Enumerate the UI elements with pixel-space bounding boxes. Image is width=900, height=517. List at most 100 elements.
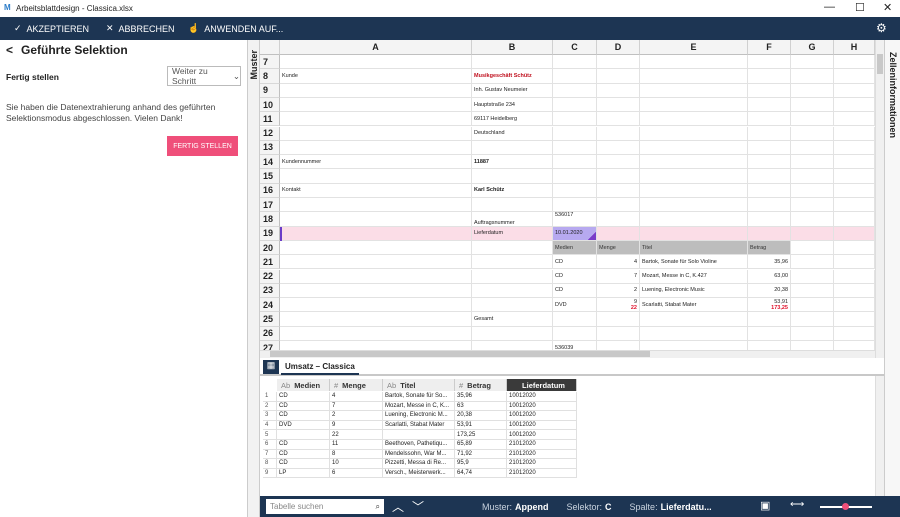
- type-icon: #: [334, 380, 339, 390]
- table-column-header[interactable]: Lieferdatum: [507, 379, 577, 391]
- cell: [553, 97, 597, 113]
- sheet-tab-bar: ▦ Umsatz – Classica: [260, 358, 884, 376]
- table-cell: 71,92: [455, 449, 507, 460]
- row-header: 11: [260, 112, 280, 127]
- fit-icon[interactable]: ⟷: [790, 499, 805, 510]
- apply-button[interactable]: ☝ ANWENDEN AUF...: [188, 23, 284, 34]
- sheet-tab[interactable]: Umsatz – Classica: [281, 359, 359, 375]
- excel-icon[interactable]: ▣: [760, 500, 771, 512]
- cell: [640, 183, 748, 198]
- column-header: E: [640, 40, 748, 55]
- prev-arrow[interactable]: ︿: [392, 500, 405, 514]
- close[interactable]: ✕: [883, 2, 893, 14]
- cell: Kundennummer: [280, 155, 472, 170]
- back-arrow[interactable]: <: [6, 43, 14, 57]
- cell: [280, 140, 472, 156]
- table-search[interactable]: Tabelle suchen ⌕: [266, 499, 384, 514]
- column-name: Lieferdatum: [522, 380, 565, 390]
- cell: [748, 155, 791, 170]
- maximize[interactable]: ☐: [855, 2, 865, 14]
- column-name: Medien: [294, 380, 321, 390]
- table-cell: CD: [277, 449, 330, 460]
- apply-label: ANWENDEN AUF...: [204, 23, 284, 34]
- cell: [748, 326, 791, 341]
- cell: [640, 212, 748, 227]
- table-cell: 6: [330, 468, 383, 479]
- settings-icon[interactable]: ⚙: [876, 21, 887, 35]
- completion-message: Sie haben die Datenextrahierung anhand d…: [6, 102, 216, 123]
- cell-info-tab[interactable]: Zelleninformationen: [884, 40, 900, 517]
- row-header: 20: [260, 240, 280, 256]
- table-column-header[interactable]: Ab Titel: [383, 379, 455, 391]
- column-name: Menge: [342, 380, 366, 390]
- cell: [640, 97, 748, 113]
- cancel-button[interactable]: ✕ ABBRECHEN: [106, 23, 175, 34]
- table-cell: 10012020: [507, 392, 577, 402]
- table-cell: 11: [330, 440, 383, 450]
- row-header: 21: [260, 255, 280, 270]
- cell: [597, 312, 640, 327]
- table-cell: Mozart, Messe in C, K...: [383, 401, 455, 412]
- table-cell: 2: [330, 411, 383, 421]
- table-cell: 173,25: [455, 430, 507, 440]
- cell: [280, 341, 472, 350]
- cell: CD: [553, 283, 597, 299]
- table-cell: 65,89: [455, 440, 507, 450]
- vertical-scrollbar[interactable]: [875, 40, 884, 358]
- accept-button[interactable]: ✓ AKZEPTIEREN: [14, 23, 90, 34]
- status-item: Muster: Append: [482, 502, 549, 512]
- cell: [834, 255, 875, 270]
- cell: [791, 226, 834, 241]
- title-bar: M Arbeitsblattdesign - Classica.xlsx — ☐…: [0, 0, 900, 17]
- table-scrollbar[interactable]: [875, 376, 884, 496]
- column-header: B: [472, 40, 553, 55]
- table-icon[interactable]: ▦: [263, 360, 279, 374]
- cell: [280, 198, 472, 213]
- table-cell: Beethoven, Pathetiqu...: [383, 440, 455, 450]
- cell: [791, 126, 834, 141]
- column-name: Betrag: [467, 380, 491, 390]
- cell: [640, 169, 748, 184]
- row-header: 14: [260, 155, 280, 170]
- cell: Gesamt: [472, 312, 553, 327]
- cell: [748, 169, 791, 184]
- cell: [280, 283, 472, 299]
- column-header: H: [834, 40, 875, 55]
- pattern-tab[interactable]: Muster: [248, 40, 260, 517]
- status-bar: Tabelle suchen ⌕ ︿ ﹀ Muster: Append Selekto…: [260, 496, 900, 517]
- status-item: Selektor: C: [567, 502, 612, 512]
- horizontal-scrollbar[interactable]: [260, 350, 875, 358]
- step-dropdown[interactable]: Weiter zu Schritt ⌄: [167, 66, 241, 86]
- cell: [597, 183, 640, 198]
- cell: [791, 183, 834, 198]
- finish-button[interactable]: FERTIG STELLEN: [167, 136, 238, 156]
- cell-info-label: Zelleninformationen: [888, 52, 898, 139]
- cell: [748, 69, 791, 84]
- zoom-slider[interactable]: [820, 503, 872, 510]
- cell: [791, 55, 834, 70]
- panel-title: Geführte Selektion: [21, 43, 128, 57]
- cell: [597, 126, 640, 141]
- row-header: 8: [260, 69, 280, 84]
- status-item: Spalte: Lieferdatu...: [630, 502, 712, 512]
- cell: [791, 312, 834, 327]
- cell: [597, 155, 640, 170]
- cell: [597, 169, 640, 184]
- table-cell: 9: [330, 420, 383, 431]
- row-header: 17: [260, 198, 280, 213]
- table-column-header[interactable]: Ab Medien: [277, 379, 330, 391]
- cell: [640, 83, 748, 98]
- cell: [597, 112, 640, 127]
- cell: [748, 341, 791, 350]
- table-column-header[interactable]: # Menge: [330, 379, 383, 391]
- cell: [834, 283, 875, 299]
- table-cell: [383, 430, 455, 440]
- cell: [597, 226, 640, 241]
- cell: CD: [553, 255, 597, 270]
- minimize[interactable]: —: [824, 1, 835, 13]
- cell: [748, 97, 791, 113]
- next-arrow[interactable]: ﹀: [412, 500, 425, 514]
- cell: [791, 255, 834, 270]
- row-header: 10: [260, 97, 280, 113]
- table-column-header[interactable]: # Betrag: [455, 379, 507, 391]
